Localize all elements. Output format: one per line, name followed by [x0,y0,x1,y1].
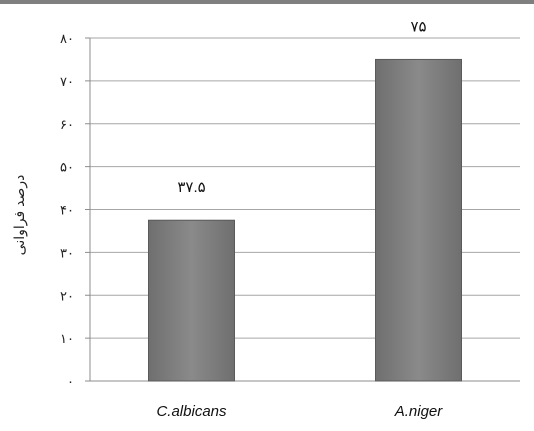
bar-value-label: ۳۷.۵ [177,179,205,196]
y-tick-label: ۵۰ [60,160,74,175]
category-labels: C.albicans A.niger [156,403,443,420]
bars [148,58,462,382]
y-axis-label: درصد فراوانی [11,175,28,256]
top-border-rule [0,0,534,4]
bar-value-label: ۷۵ [410,18,426,35]
data-labels: ۳۷.۵ ۷۵ [177,18,426,196]
y-tick-labels: ۰ ۱۰ ۲۰ ۳۰ ۴۰ ۵۰ ۶۰ ۷۰ ۸۰ [60,31,74,389]
y-tick-label: ۱۰ [60,331,74,346]
y-tick-label: ۲۰ [60,288,74,303]
x-category-label: A.niger [394,403,444,420]
y-tick-label: ۶۰ [60,117,74,132]
y-tick-label: ۷۰ [60,74,74,89]
y-tick-label: ۳۰ [60,245,74,260]
y-tick-label: ۸۰ [60,31,74,46]
x-category-label: C.albicans [156,403,227,420]
y-tick-label: ۴۰ [60,203,74,218]
y-tick-label: ۰ [67,374,74,389]
bar [375,58,462,382]
bar [148,219,235,382]
